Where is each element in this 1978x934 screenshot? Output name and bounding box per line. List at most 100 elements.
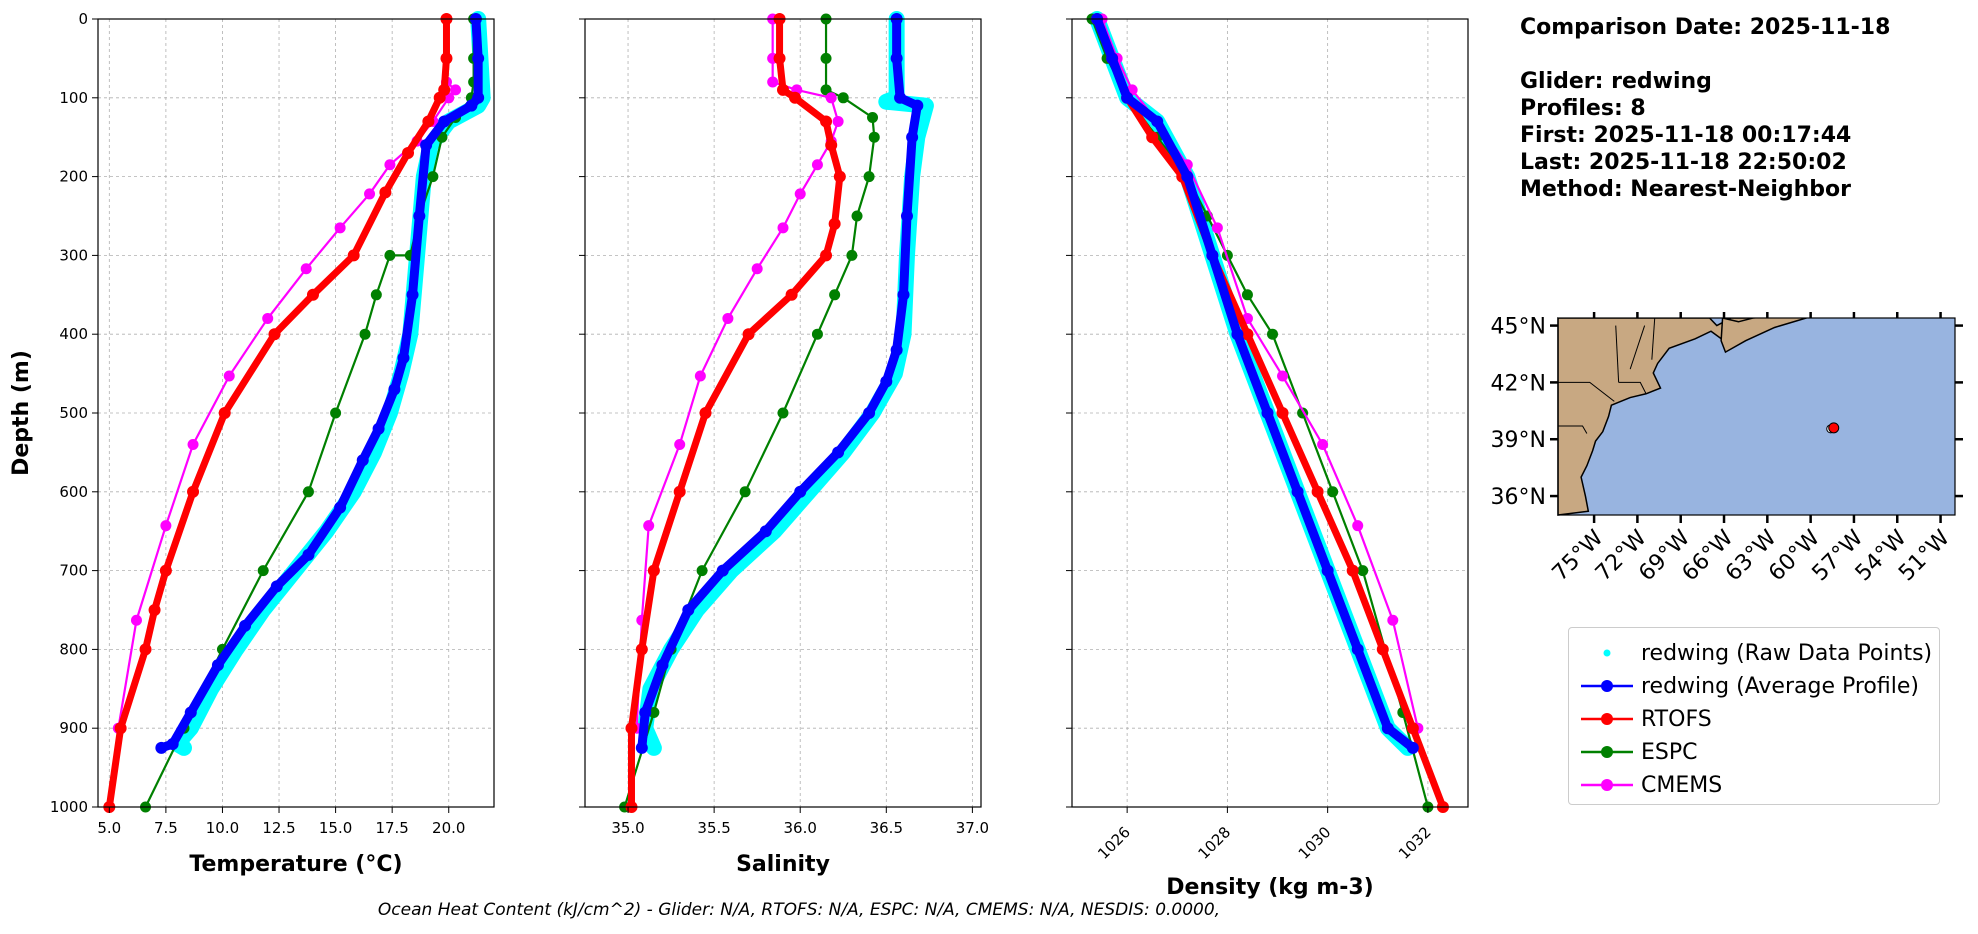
series-point-average	[1181, 170, 1194, 183]
series-point-espc	[811, 328, 823, 340]
profile-panel-1: 5.0 7.5 10.0 12.5 15.0 17.5 20.0 0 100 200 300 400 5…	[9, 10, 495, 877]
series-point-cmems	[364, 188, 376, 200]
series-point-espc	[863, 171, 875, 183]
x-tick-label: 36.0	[784, 819, 817, 837]
series-point-rtofs	[647, 564, 660, 577]
series-point-espc	[867, 112, 879, 123]
series-point-rtofs	[148, 604, 161, 616]
series-point-rtofs	[789, 91, 802, 104]
y-axis-label: Depth (m)	[9, 350, 34, 476]
series-point-average	[890, 343, 903, 356]
series-point-average	[472, 52, 485, 65]
series-point-rtofs	[1241, 328, 1254, 341]
series-point-average	[239, 619, 252, 632]
last-time: Last: 2025-11-18 22:50:02	[1520, 150, 1847, 175]
series-point-cmems	[450, 84, 462, 96]
series-point-cmems	[694, 370, 706, 382]
series-point-espc	[648, 706, 660, 718]
legend-item-cmems: CMEMS	[1569, 770, 1939, 800]
series-point-rtofs	[1146, 131, 1159, 144]
series-point-rtofs	[1376, 643, 1389, 656]
series-point-rtofs	[187, 485, 200, 498]
legend-item-average: redwing (Average Profile)	[1569, 671, 1939, 701]
series-point-average	[900, 210, 913, 222]
y-tick-label: 900	[59, 719, 88, 737]
series-point-cmems	[722, 312, 734, 324]
map-lat-label: 42°N	[1491, 371, 1546, 396]
series-point-rtofs	[379, 186, 392, 199]
series-point-espc	[868, 131, 880, 143]
x-tick-label: 10.0	[206, 819, 239, 837]
series-point-average	[420, 139, 433, 152]
series-point-espc	[829, 289, 841, 301]
y-tick-label: 200	[59, 168, 88, 186]
series-point-rtofs	[785, 288, 798, 301]
x-tick-label: 37.0	[956, 819, 989, 837]
series-point-average	[388, 383, 401, 396]
x-axis-label: Temperature (°C)	[189, 852, 402, 877]
x-tick-label: 36.5	[870, 819, 903, 837]
series-point-cmems	[751, 263, 763, 275]
series-point-rtofs	[635, 643, 648, 656]
series-point-average	[1291, 485, 1304, 498]
map-border	[1629, 325, 1646, 370]
series-point-cmems	[643, 520, 655, 532]
series-point-average	[716, 564, 729, 577]
map-border	[1558, 381, 1615, 402]
series-point-espc	[257, 565, 269, 577]
series-point-average	[794, 485, 807, 498]
series-point-espc	[1267, 328, 1279, 340]
y-tick-label: 700	[59, 562, 88, 580]
x-tick-label: 12.5	[262, 819, 295, 837]
series-point-average	[880, 375, 893, 388]
series-point-rtofs	[114, 722, 127, 735]
x-tick-label: 35.0	[611, 819, 644, 837]
series-point-cmems	[811, 159, 823, 171]
x-tick-label: 1032	[1395, 823, 1435, 863]
series-point-average	[890, 52, 903, 65]
map-border	[1558, 425, 1588, 434]
series-point-espc	[384, 249, 396, 261]
series-point-average	[1151, 115, 1164, 128]
series-point-average	[863, 407, 876, 419]
y-tick-label: 400	[59, 325, 88, 343]
series-point-average	[759, 525, 772, 538]
y-tick-label: 100	[59, 89, 88, 107]
series-point-average	[1121, 91, 1134, 104]
series-point-rtofs	[742, 328, 755, 341]
series-point-espc	[330, 407, 342, 419]
y-tick-label: 800	[59, 640, 88, 658]
series-point-average	[906, 131, 919, 144]
series-point-rtofs	[1346, 564, 1359, 577]
series-point-rtofs	[828, 217, 841, 230]
series-point-cmems	[777, 222, 789, 234]
legend-label-rtofs: RTOFS	[1641, 707, 1712, 732]
series-point-average	[356, 454, 369, 467]
series-point-espc	[846, 249, 858, 261]
series-point-rtofs	[625, 722, 638, 735]
info-panel: Comparison Date: 2025-11-18 Glider: redwi…	[1520, 14, 1890, 203]
series-point-average	[1106, 52, 1119, 65]
series-point-cmems	[262, 312, 274, 324]
series-point-average	[911, 99, 924, 112]
series-point-cmems	[1352, 520, 1364, 532]
y-tick-label: 500	[59, 404, 88, 422]
series-point-cmems	[794, 188, 806, 200]
x-tick-label: 7.5	[154, 819, 178, 837]
series-point-rtofs	[833, 170, 846, 183]
comparison-date: Comparison Date: 2025-11-18	[1520, 15, 1891, 40]
series-point-average	[1406, 741, 1419, 754]
map-glider-position	[1828, 422, 1840, 434]
series-point-espc	[427, 171, 439, 183]
series-point-average	[397, 351, 410, 364]
y-tick-label: 0	[78, 10, 88, 28]
x-tick-label: 17.5	[375, 819, 408, 837]
series-point-espc	[302, 486, 314, 498]
map-inset: 36°N39°N42°N45°N75°W72°W69°W66°W63°W60°W…	[1491, 298, 1978, 586]
series-point-cmems	[187, 439, 199, 451]
glider-name: Glider: redwing	[1520, 69, 1712, 94]
legend-label-average: redwing (Average Profile)	[1641, 674, 1919, 699]
series-point-average	[211, 659, 224, 672]
series-point-rtofs	[773, 52, 786, 65]
legend-label-espc: ESPC	[1641, 740, 1698, 765]
